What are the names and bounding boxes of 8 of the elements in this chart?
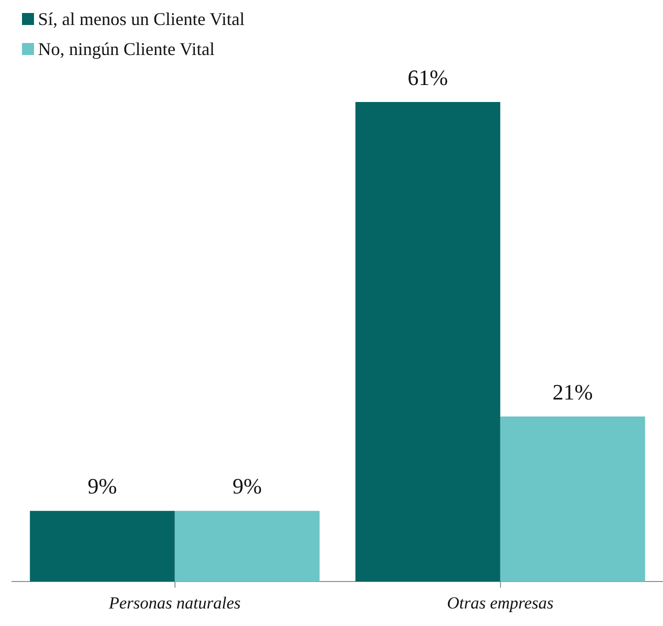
x-tick-label: Personas naturales xyxy=(108,593,242,612)
legend-label: No, ningún Cliente Vital xyxy=(38,38,215,60)
data-label: 61% xyxy=(408,64,448,90)
x-tick-label: Otras empresas xyxy=(446,593,554,612)
data-label: 21% xyxy=(552,379,593,404)
data-label: 9% xyxy=(232,474,262,499)
legend-label: Sí, al menos un Cliente Vital xyxy=(38,8,245,30)
data-label: 9% xyxy=(88,474,117,499)
